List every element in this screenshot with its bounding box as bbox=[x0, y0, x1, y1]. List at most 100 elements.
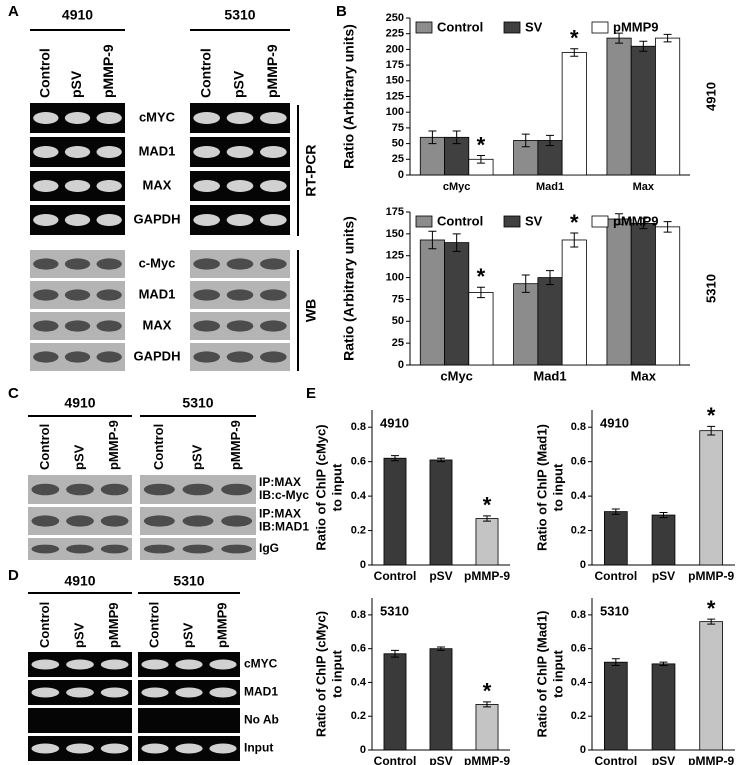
x-tick-label: cMyc bbox=[443, 181, 471, 193]
band bbox=[66, 743, 94, 754]
lane-label: pMMP-9 bbox=[264, 44, 280, 98]
y-tick-label: 0.2 bbox=[351, 710, 366, 722]
y-axis-label: to input bbox=[329, 650, 344, 698]
bar bbox=[606, 37, 632, 176]
lane-label: Control bbox=[146, 602, 161, 648]
error-bar bbox=[639, 40, 648, 52]
error-bar bbox=[476, 286, 485, 299]
legend-swatch bbox=[415, 21, 433, 34]
y-tick-label: 125 bbox=[386, 90, 404, 102]
band bbox=[141, 743, 169, 754]
band bbox=[96, 214, 122, 226]
y-axis-label: Ratio of ChIP (cMyc) bbox=[313, 424, 328, 550]
error-bar bbox=[428, 130, 437, 145]
band bbox=[31, 687, 60, 698]
band bbox=[100, 687, 129, 698]
x-tick-label: pSV bbox=[652, 569, 675, 583]
error-bar bbox=[391, 455, 399, 462]
error-bar bbox=[659, 511, 668, 519]
bar bbox=[429, 648, 453, 751]
band bbox=[64, 112, 91, 124]
annotation: * bbox=[707, 403, 716, 428]
y-tick-label: 100 bbox=[386, 106, 404, 118]
row-label: Input bbox=[244, 741, 273, 755]
panel-label: D bbox=[8, 567, 19, 584]
band bbox=[31, 515, 60, 527]
band bbox=[33, 146, 59, 158]
y-tick-label: 250 bbox=[386, 12, 404, 24]
error-bar bbox=[452, 130, 461, 145]
gel-strip bbox=[28, 708, 132, 733]
y-tick-label: 150 bbox=[386, 228, 404, 240]
y-tick-label: 0 bbox=[398, 169, 404, 181]
band bbox=[193, 351, 221, 363]
side-label: 5310 bbox=[703, 274, 718, 303]
bracket-label: RT-PCR bbox=[303, 144, 319, 196]
group-title: 4910 bbox=[62, 7, 93, 23]
band bbox=[64, 351, 91, 363]
band bbox=[193, 320, 221, 332]
y-axis-label: Ratio of ChIP (cMyc) bbox=[313, 611, 328, 737]
band bbox=[96, 146, 122, 158]
annotation: * bbox=[707, 596, 716, 621]
row-label: c-Myc bbox=[139, 255, 176, 270]
band bbox=[260, 289, 287, 301]
x-tick-label: Control bbox=[595, 754, 638, 765]
x-tick-label: pSV bbox=[429, 754, 452, 765]
band bbox=[175, 659, 203, 670]
error-bar bbox=[659, 661, 668, 667]
bar bbox=[655, 37, 681, 176]
band bbox=[64, 214, 91, 226]
lane-label: pMMP9 bbox=[106, 603, 121, 649]
y-tick-label: 0 bbox=[580, 744, 586, 756]
band bbox=[209, 687, 237, 698]
row-label: cMYC bbox=[244, 657, 278, 671]
band bbox=[193, 146, 221, 158]
band bbox=[193, 214, 221, 226]
bar bbox=[537, 277, 563, 366]
lane-label: Control bbox=[37, 424, 52, 470]
bar bbox=[383, 653, 407, 751]
x-tick-label: cMyc bbox=[440, 368, 473, 383]
band bbox=[96, 351, 122, 363]
legend-label: SV bbox=[525, 19, 543, 34]
error-bar bbox=[546, 270, 554, 286]
lane-label: Control bbox=[151, 424, 166, 470]
y-tick-label: 25 bbox=[392, 337, 404, 349]
legend-swatch bbox=[415, 215, 433, 228]
band bbox=[96, 289, 122, 301]
bar bbox=[651, 663, 676, 751]
y-tick-label: 150 bbox=[386, 75, 404, 87]
panel-label: A bbox=[8, 3, 19, 20]
y-tick-label: 175 bbox=[386, 59, 404, 71]
bar bbox=[606, 218, 632, 366]
bar bbox=[603, 661, 628, 751]
band bbox=[141, 687, 169, 698]
band bbox=[64, 180, 91, 192]
lane-label: Control bbox=[37, 602, 52, 648]
error-bar bbox=[707, 618, 716, 625]
legend-swatch bbox=[591, 21, 609, 34]
band bbox=[143, 544, 175, 554]
error-bar bbox=[615, 32, 624, 44]
y-tick-label: 100 bbox=[386, 271, 404, 283]
y-tick-label: 0.6 bbox=[571, 643, 586, 655]
lane-label: pSV bbox=[71, 622, 86, 648]
bar bbox=[561, 52, 587, 176]
legend-label: SV bbox=[525, 213, 543, 228]
error-bar bbox=[615, 213, 624, 225]
band bbox=[66, 659, 94, 670]
band bbox=[260, 258, 287, 270]
error-bar bbox=[483, 515, 491, 522]
lane-label: pSV bbox=[68, 70, 84, 98]
bar bbox=[699, 430, 724, 566]
y-axis-label: Ratio of ChIP (Mad1) bbox=[534, 424, 549, 551]
x-tick-label: Mad1 bbox=[536, 181, 564, 193]
y-axis-label: Ratio (Arbitrary units) bbox=[341, 216, 357, 361]
annotation: * bbox=[483, 679, 492, 704]
error-bar bbox=[546, 134, 554, 146]
y-tick-label: 175 bbox=[386, 206, 404, 218]
band bbox=[182, 483, 214, 496]
error-bar bbox=[483, 701, 491, 708]
